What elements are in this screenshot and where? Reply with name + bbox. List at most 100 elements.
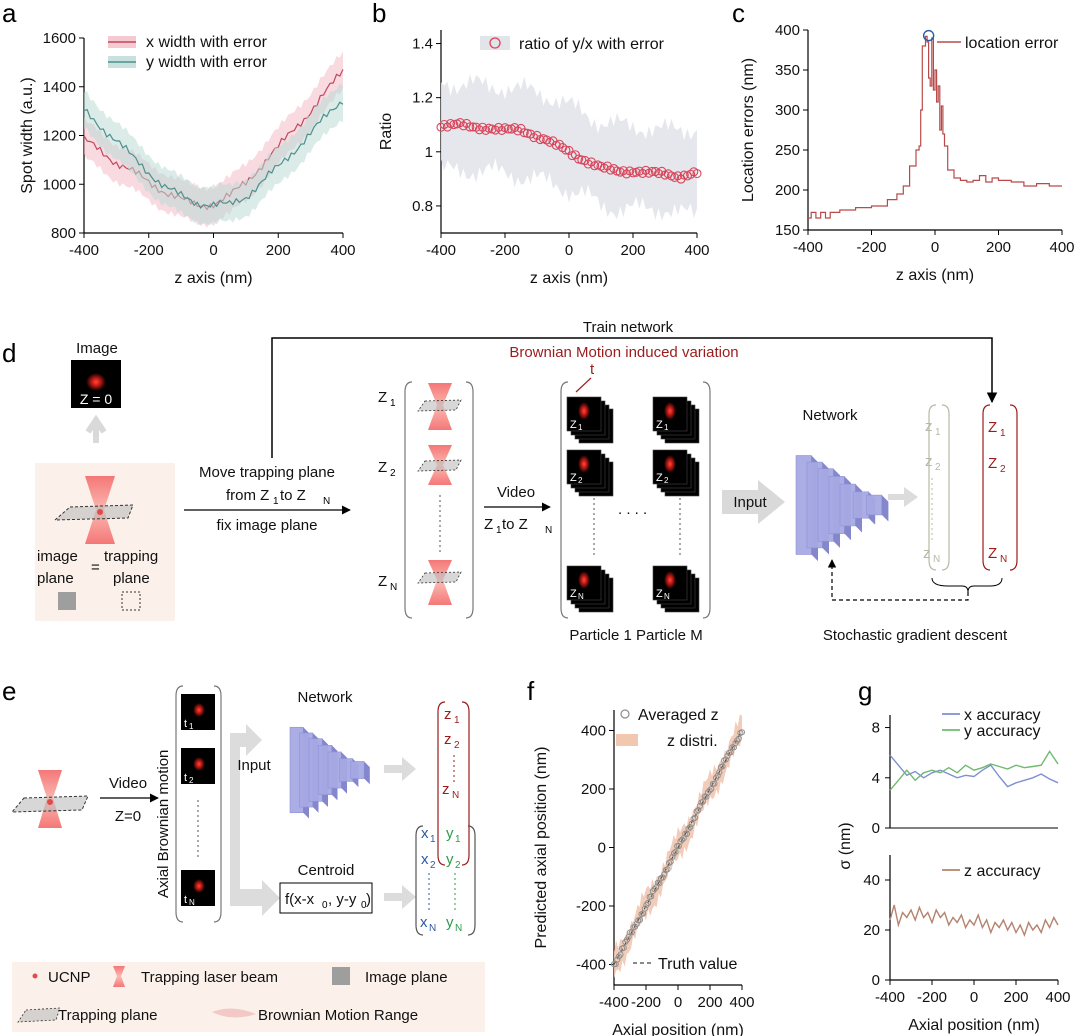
x1-label: x xyxy=(421,825,429,842)
ratio-point xyxy=(561,145,571,155)
averaged-z-point xyxy=(641,905,648,912)
ratio-point xyxy=(490,125,500,135)
yN-sub: N xyxy=(455,923,462,934)
panel-label-a: a xyxy=(2,0,17,28)
legend-trapping-plane-icon xyxy=(17,1007,61,1023)
ratio-point xyxy=(622,169,632,179)
location-error-line xyxy=(808,35,1062,219)
particleM-frame-spot xyxy=(664,402,676,420)
x-tick-label: -400 xyxy=(426,242,456,259)
g-bottom-y-tick-label: 0 xyxy=(872,972,880,989)
legend-trapping-plane-label: Trapping plane xyxy=(58,1007,158,1024)
centroid-formula-b: , y-y xyxy=(328,891,357,908)
x-tick-label: -200 xyxy=(490,242,520,259)
trapping-plane-word1: trapping xyxy=(104,548,158,565)
image-plane-square-icon xyxy=(58,592,76,610)
g-bottom-y-tick-label: 20 xyxy=(863,922,880,939)
averaged-z-point xyxy=(687,824,694,831)
axial-frames: t 1t 2t N xyxy=(181,694,215,907)
averaged-z-point xyxy=(704,789,712,796)
particleM-frame-spot xyxy=(664,571,676,589)
image-title: Image xyxy=(76,340,118,357)
ratio-point xyxy=(647,166,657,176)
ratio-point xyxy=(554,139,564,149)
g-top-line-1 xyxy=(889,750,1059,791)
ratio-point xyxy=(686,169,696,179)
particleM-frame-label: Z xyxy=(656,588,663,600)
y-tick-label: 150 xyxy=(775,222,800,239)
pred-z2: z xyxy=(925,453,933,470)
averaged-z-point xyxy=(651,886,658,893)
x-tick-label: -400 xyxy=(599,994,629,1011)
y-tick-label: 0.8 xyxy=(412,198,433,215)
averaged-z-point xyxy=(711,780,718,787)
legend-marker-ratio xyxy=(489,37,501,49)
x-tick-label: 400 xyxy=(729,994,754,1011)
move-plane-subN: N xyxy=(323,496,330,507)
g-top-y-tick-label: 0 xyxy=(872,820,880,837)
legend-label-1: y width with error xyxy=(146,54,268,71)
x-axis-label: z axis (nm) xyxy=(530,270,608,287)
y-tick-label: 1000 xyxy=(43,176,76,193)
averaged-z-point xyxy=(617,951,624,958)
input-label-d: Input xyxy=(733,494,767,511)
x-tick-label: 400 xyxy=(1049,239,1074,256)
true-Z1-sub: 1 xyxy=(1000,428,1006,439)
out-z-left-bracket xyxy=(437,701,446,866)
particle-frame-stacks: Z 1Z 2Z NZ 1Z 2Z N xyxy=(566,396,700,613)
averaged-z-point xyxy=(666,859,673,867)
g-bottom-x-tick-label: -400 xyxy=(875,989,905,1006)
equals-sign: = xyxy=(91,559,100,576)
averaged-z-point xyxy=(696,802,703,809)
chart-b-ratio: -400 -200 0 200 400 0.8 1 1.2 1.4 z axis (nm) Rati… xyxy=(378,30,710,287)
ucnp-e-icon xyxy=(47,799,53,805)
y-tick-label: 1400 xyxy=(43,79,76,96)
particleM-frame-label: Z xyxy=(656,419,663,431)
g-top-legend-label-1: y accuracy xyxy=(964,723,1040,740)
network-output-arrow xyxy=(888,487,918,507)
legend-ucnp-icon xyxy=(32,973,38,979)
xy-left-bracket xyxy=(415,825,424,936)
ratio-point xyxy=(564,145,574,155)
legend-marker-avg xyxy=(620,709,630,719)
y-tick-label: 1 xyxy=(425,144,433,161)
pred-z-left-bracket xyxy=(928,404,937,571)
averaged-z-point xyxy=(679,836,686,843)
network-label-d: Network xyxy=(802,407,858,424)
particle1-frame-label: Z xyxy=(570,472,577,484)
g-top-y-tick-label: 4 xyxy=(872,770,880,787)
beam-z1-icon xyxy=(417,383,462,430)
averaged-z-point xyxy=(700,798,707,805)
ratio-point xyxy=(465,122,475,132)
particleM-frame-sub: N xyxy=(664,592,670,601)
particle-right-bracket xyxy=(702,381,711,619)
averaged-z-point xyxy=(691,814,699,821)
xy-right-bracket xyxy=(467,825,476,936)
legend-label-0: x width with error xyxy=(146,34,268,51)
averaged-z-point xyxy=(693,808,700,815)
averaged-z-point xyxy=(706,787,713,794)
ucnp-dot-icon xyxy=(97,509,103,515)
legend-swatch-distri xyxy=(616,734,638,746)
averaged-z-point xyxy=(649,888,656,895)
g-bottom-x-tick-label: 0 xyxy=(970,989,978,1006)
particleM-frame-sub: 2 xyxy=(664,476,669,485)
averaged-z-point xyxy=(714,772,721,779)
z-stack-left-bracket xyxy=(404,381,413,619)
pred-z1: z xyxy=(925,418,933,435)
centroid-formula-a: f(x-x xyxy=(285,891,315,908)
out-z-right-bracket xyxy=(461,701,470,866)
g-top-y-tick-label: 8 xyxy=(872,720,880,737)
ratio-point xyxy=(503,124,513,134)
x2-label: x xyxy=(421,851,429,868)
x2-sub: 2 xyxy=(430,860,436,871)
y-axis-label: Spot width (a.u.) xyxy=(19,77,36,194)
ratio-point xyxy=(641,165,651,175)
panel-label-d: d xyxy=(2,338,16,368)
panel-label-f: f xyxy=(527,676,535,706)
legend-laser-label: Trapping laser beam xyxy=(141,969,278,986)
particle-caption: Particle 1 Particle M xyxy=(569,627,702,644)
panel-label-c: c xyxy=(732,0,745,28)
